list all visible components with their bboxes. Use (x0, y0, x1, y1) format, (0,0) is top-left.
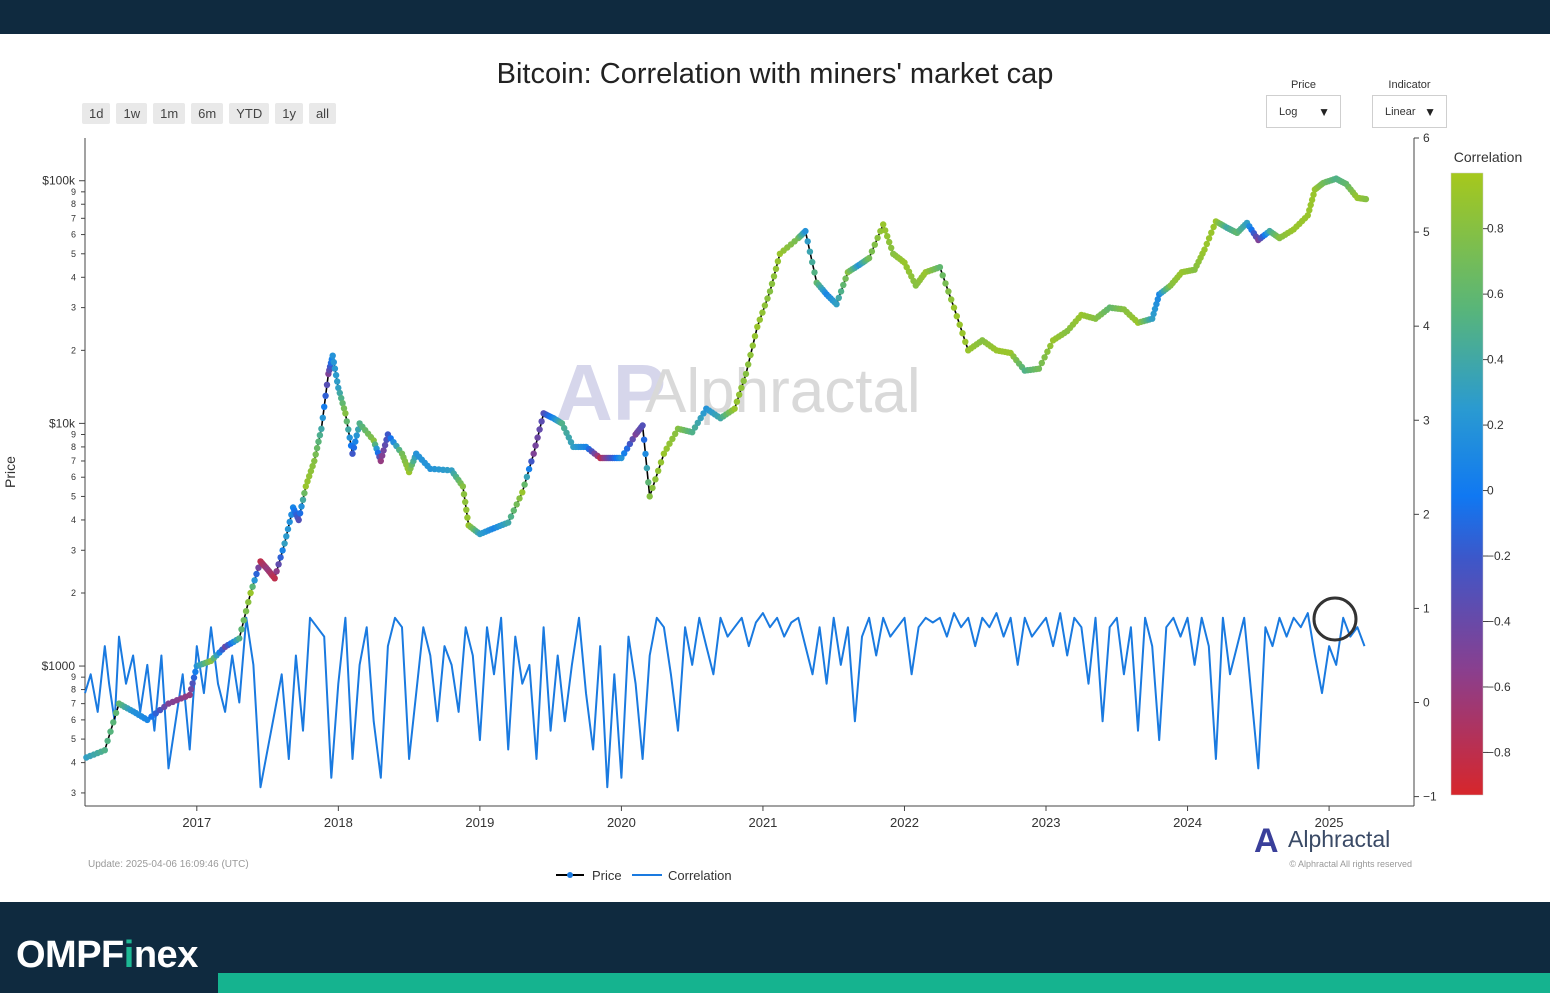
price-scale-value: Log (1279, 105, 1298, 118)
indicator-scale-value: Linear (1385, 105, 1416, 118)
range-button-all[interactable]: all (308, 103, 336, 124)
brand-name-part1: OMPF (16, 934, 124, 976)
chart-title: Bitcoin: Correlation with miners' market… (496, 58, 1054, 90)
brand-name-part2: nex (133, 934, 198, 976)
caret-down-icon: ▼ (1424, 104, 1436, 119)
range-button-1m[interactable]: 1m (153, 103, 186, 124)
chart-panel (0, 34, 1550, 902)
indicator-scale-select[interactable]: Linear ▼ (1372, 95, 1447, 128)
price-scale-control: Price Log ▼ (1266, 79, 1341, 128)
range-button-6m[interactable]: 6m (191, 103, 224, 124)
top-frame-bar (0, 0, 1550, 34)
brand-strip (218, 973, 1550, 993)
range-selector: 1d 1w 1m 6m YTD 1y all (82, 103, 336, 124)
indicator-scale-control: Indicator Linear ▼ (1372, 79, 1447, 128)
range-button-ytd[interactable]: YTD (229, 103, 270, 124)
brand-name: OMPFinex (16, 934, 198, 977)
range-button-1w[interactable]: 1w (116, 103, 148, 124)
brand-name-accent: i (123, 934, 135, 976)
caret-down-icon: ▼ (1318, 104, 1330, 119)
price-scale-select[interactable]: Log ▼ (1266, 95, 1341, 128)
indicator-scale-label: Indicator (1388, 79, 1431, 91)
range-button-1y[interactable]: 1y (275, 103, 303, 124)
range-button-1d[interactable]: 1d (82, 103, 111, 124)
price-scale-label: Price (1290, 79, 1317, 91)
